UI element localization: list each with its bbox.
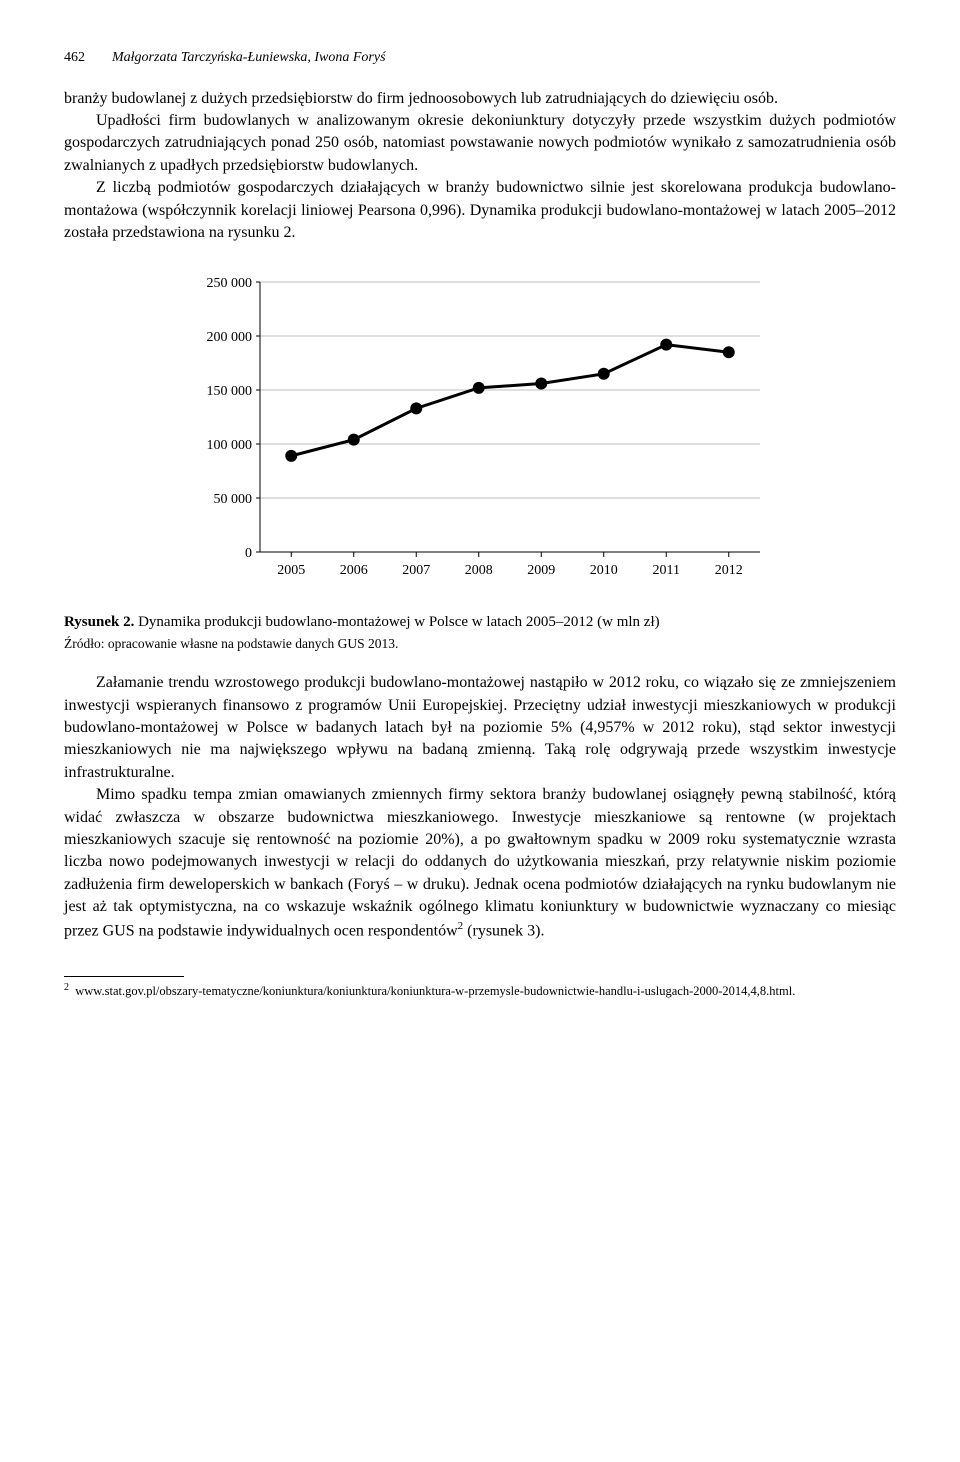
svg-text:2007: 2007: [402, 563, 430, 578]
svg-text:2005: 2005: [277, 563, 305, 578]
paragraph-2: Upadłości firm budowlanych w analizowany…: [64, 110, 896, 177]
running-header: 462 Małgorzata Tarczyńska-Łuniewska, Iwo…: [64, 48, 896, 68]
figure-source: Źródło: opracowanie własne na podstawie …: [64, 635, 896, 654]
body-paragraph-2a: Mimo spadku tempa zmian omawianych zmien…: [64, 786, 896, 939]
svg-text:2008: 2008: [465, 563, 493, 578]
svg-text:2011: 2011: [653, 563, 680, 578]
svg-text:100 000: 100 000: [207, 438, 253, 453]
body-paragraph-2: Mimo spadku tempa zmian omawianych zmien…: [64, 784, 896, 942]
svg-text:200 000: 200 000: [207, 330, 253, 345]
caption-text: Dynamika produkcji budowlano-montażowej …: [138, 614, 660, 630]
body-paragraph-1: Załamanie trendu wzrostowego produkcji b…: [64, 672, 896, 784]
page-number: 462: [64, 48, 112, 68]
svg-text:0: 0: [245, 546, 252, 561]
svg-text:250 000: 250 000: [207, 276, 253, 291]
footnote: 2 www.stat.gov.pl/obszary-tematyczne/kon…: [64, 981, 896, 999]
line-chart: 0 50 000 100 000 150 000 200 000 250 000 2005 2…: [180, 272, 780, 592]
body-paragraph-2b: (rysunek 3).: [463, 922, 544, 939]
header-authors: Małgorzata Tarczyńska-Łuniewska, Iwona F…: [112, 48, 386, 68]
paragraph-3: Z liczbą podmiotów gospodarczych działaj…: [64, 177, 896, 244]
svg-text:150 000: 150 000: [207, 384, 253, 399]
caption-label: Rysunek 2.: [64, 614, 134, 630]
svg-text:50 000: 50 000: [214, 492, 253, 507]
svg-text:2012: 2012: [715, 563, 743, 578]
footnote-separator: [64, 976, 184, 977]
paragraph-1: branży budowlanej z dużych przedsiębiors…: [64, 88, 896, 110]
chart-container: 0 50 000 100 000 150 000 200 000 250 000 2005 2…: [180, 272, 780, 592]
svg-text:2010: 2010: [590, 563, 618, 578]
footnote-mark: 2: [64, 982, 69, 993]
figure-caption: Rysunek 2. Dynamika produkcji budowlano-…: [64, 612, 896, 633]
svg-text:2006: 2006: [340, 563, 368, 578]
footnote-text: www.stat.gov.pl/obszary-tematyczne/koniu…: [75, 984, 795, 998]
svg-text:2009: 2009: [527, 563, 555, 578]
